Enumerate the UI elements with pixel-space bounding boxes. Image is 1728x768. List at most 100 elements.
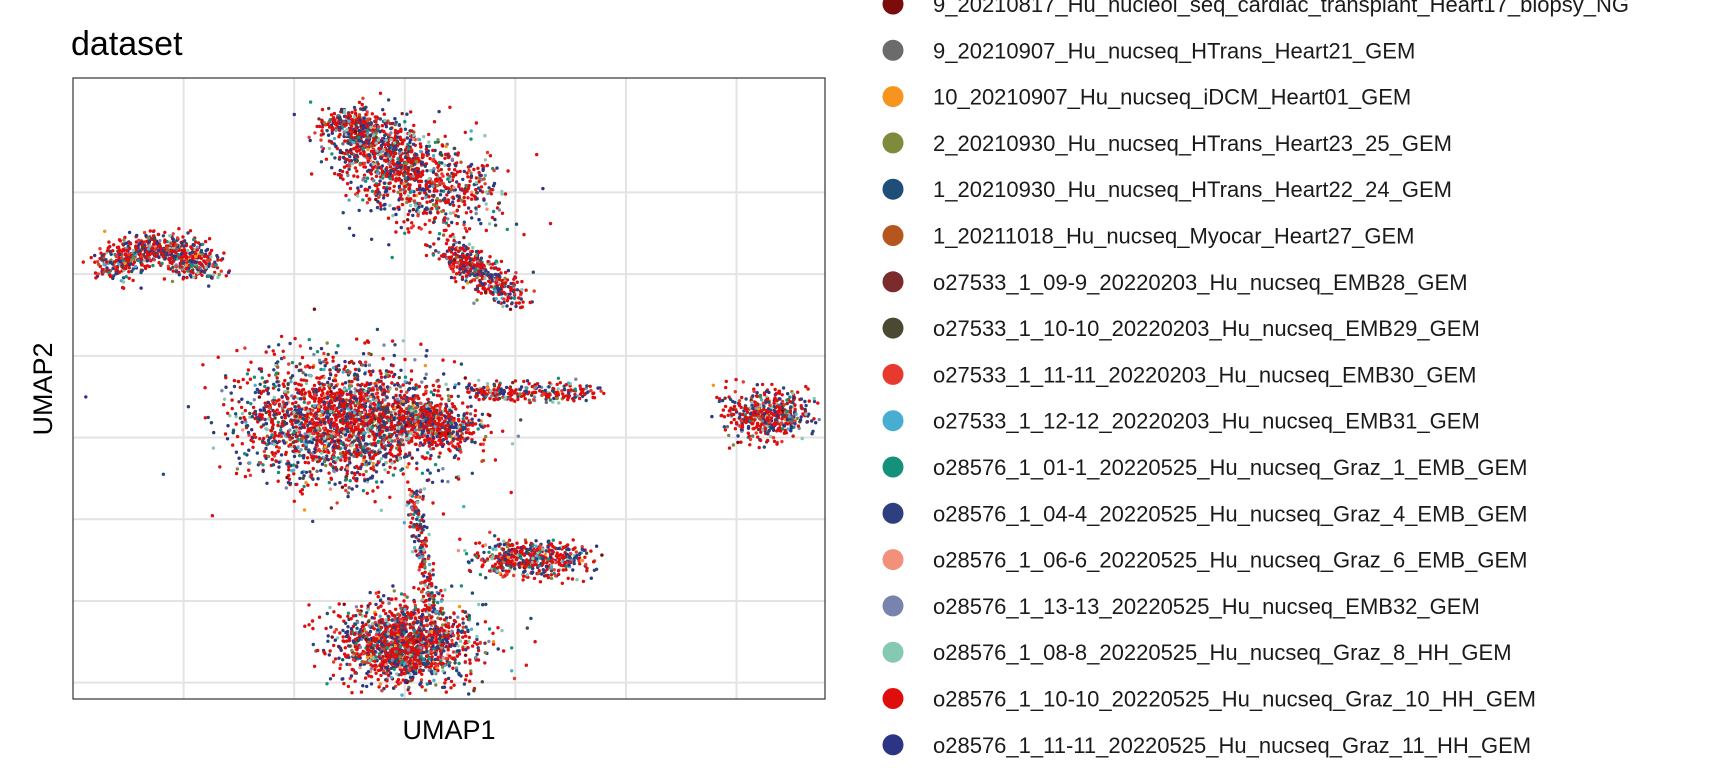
data-point xyxy=(139,252,142,255)
data-point xyxy=(447,191,450,194)
data-point xyxy=(330,166,333,169)
data-point xyxy=(390,381,393,384)
data-point xyxy=(308,470,311,473)
data-point xyxy=(452,173,455,176)
data-point xyxy=(485,229,488,232)
data-point xyxy=(451,200,454,203)
data-point xyxy=(455,161,458,164)
data-point xyxy=(485,202,488,205)
data-point xyxy=(393,141,396,144)
data-point xyxy=(309,139,312,142)
data-point xyxy=(135,247,138,250)
data-point xyxy=(441,358,444,361)
data-point xyxy=(224,432,227,435)
data-point xyxy=(381,108,384,111)
data-point xyxy=(472,258,475,261)
data-point xyxy=(98,247,101,250)
data-point xyxy=(344,365,347,368)
data-point xyxy=(330,440,333,443)
data-point xyxy=(327,471,330,474)
data-point xyxy=(520,288,523,291)
data-point xyxy=(241,412,244,415)
data-point xyxy=(388,204,391,207)
data-point xyxy=(346,171,349,174)
data-point xyxy=(424,385,427,388)
data-point xyxy=(432,384,435,387)
data-point xyxy=(380,480,383,483)
data-point xyxy=(337,364,340,367)
data-point xyxy=(417,210,420,213)
data-point xyxy=(357,427,360,430)
data-point xyxy=(374,115,377,118)
data-point xyxy=(222,251,225,254)
data-point xyxy=(353,473,356,476)
data-point xyxy=(430,207,433,210)
data-point xyxy=(392,473,395,476)
data-point xyxy=(504,271,507,274)
data-point xyxy=(495,166,498,169)
data-point xyxy=(369,467,372,470)
data-point xyxy=(458,268,461,271)
data-point xyxy=(345,451,348,454)
data-point xyxy=(346,150,349,153)
data-point xyxy=(482,264,485,267)
data-point xyxy=(399,193,402,196)
data-point xyxy=(354,123,357,126)
data-point xyxy=(334,466,337,469)
data-point xyxy=(529,301,532,304)
data-point xyxy=(387,390,390,393)
data-point xyxy=(208,237,211,240)
data-point xyxy=(299,415,302,418)
data-point xyxy=(372,402,375,405)
data-point xyxy=(401,467,404,470)
data-point xyxy=(242,378,245,381)
data-point xyxy=(470,174,473,177)
data-point xyxy=(484,290,487,293)
data-point xyxy=(118,238,121,241)
data-point xyxy=(296,461,299,464)
data-point xyxy=(128,277,131,280)
data-point xyxy=(276,376,279,379)
data-point xyxy=(134,265,137,268)
data-point xyxy=(137,239,140,242)
data-point xyxy=(93,254,96,257)
data-point xyxy=(375,399,378,402)
data-point xyxy=(333,404,336,407)
data-point xyxy=(474,206,477,209)
data-point xyxy=(424,354,427,357)
data-point xyxy=(194,255,197,258)
data-point xyxy=(254,436,257,439)
data-point xyxy=(341,405,344,408)
data-point xyxy=(125,249,128,252)
data-point xyxy=(407,213,410,216)
data-point xyxy=(403,138,406,141)
data-point xyxy=(394,179,397,182)
data-point xyxy=(432,154,435,157)
data-point xyxy=(434,141,437,144)
data-point xyxy=(471,472,474,475)
data-point xyxy=(307,136,310,139)
data-point xyxy=(344,381,347,384)
data-point xyxy=(447,224,450,227)
data-point xyxy=(367,352,370,355)
data-point xyxy=(277,480,280,483)
data-point xyxy=(343,388,346,391)
data-point xyxy=(428,231,431,234)
data-point xyxy=(226,424,229,427)
data-point xyxy=(465,171,468,174)
data-point xyxy=(383,389,386,392)
data-point xyxy=(366,157,369,160)
data-point xyxy=(457,185,460,188)
data-point xyxy=(175,243,178,246)
data-point xyxy=(297,405,300,408)
data-point xyxy=(239,386,242,389)
data-point xyxy=(320,347,323,350)
data-point xyxy=(425,183,428,186)
data-point xyxy=(436,166,439,169)
data-point xyxy=(368,154,371,157)
data-point xyxy=(271,451,274,454)
data-point xyxy=(502,301,505,304)
data-point xyxy=(425,349,428,352)
data-point xyxy=(333,112,336,115)
data-point xyxy=(444,383,447,386)
